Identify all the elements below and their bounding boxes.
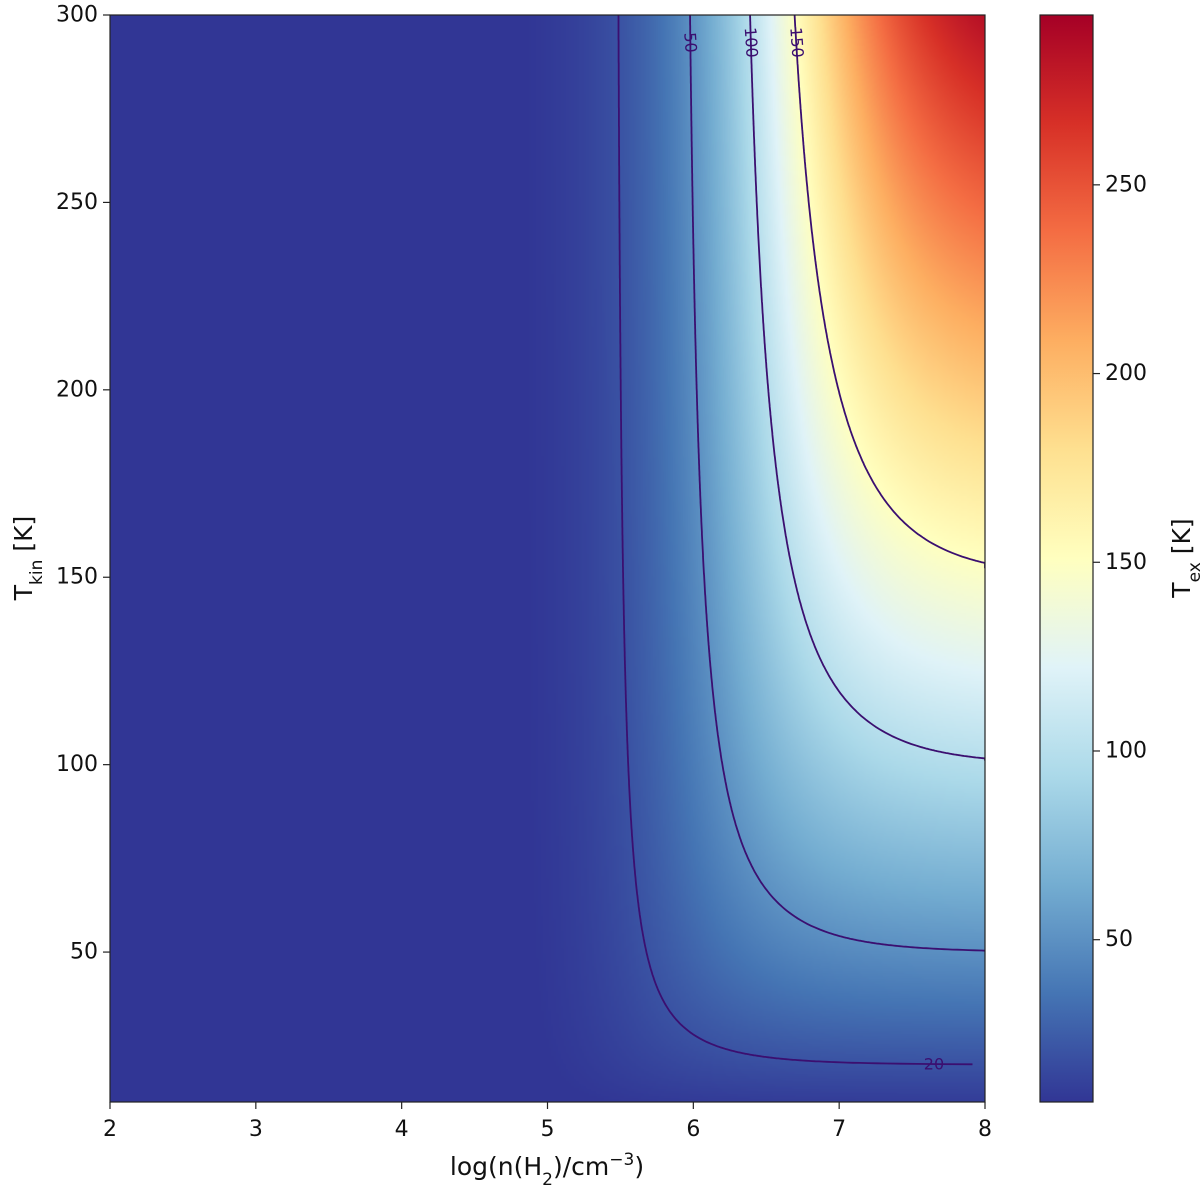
x-axis-label: log(n(H2)/cm−3)	[450, 1150, 644, 1189]
x-tick-label-3: 3	[249, 1117, 263, 1142]
colorbar-tick-label-50: 50	[1105, 927, 1133, 952]
colorbar-tick-label-200: 200	[1105, 361, 1147, 386]
colorbar	[1039, 14, 1094, 1103]
contour-line-100	[749, 15, 985, 761]
colorbar-ticks: 50 100 150 200 250	[1093, 172, 1147, 952]
y-tick-label-100: 100	[56, 752, 98, 777]
y-axis-label: Tkin [K]	[9, 516, 47, 601]
contour-line-20	[617, 15, 973, 1066]
colorbar-label: Tex [K]	[1167, 518, 1200, 598]
heatmap-image	[110, 15, 985, 1102]
colorbar-tick-label-100: 100	[1105, 738, 1147, 763]
contour-lines	[617, 15, 985, 1066]
x-tick-label-2: 2	[103, 1117, 117, 1142]
x-tick-label-8: 8	[978, 1117, 992, 1142]
contour-label-20: 20	[924, 1055, 944, 1074]
y-tick-label-200: 200	[56, 377, 98, 402]
colorbar-tick-label-150: 150	[1105, 550, 1147, 575]
contour-label-50: 50	[680, 32, 700, 54]
contour-line-50	[689, 15, 985, 952]
contour-labels: 20 50 100 150	[680, 27, 944, 1074]
x-tick-label-6: 6	[686, 1117, 700, 1142]
contour-label-150: 150	[786, 27, 807, 59]
colorbar-tick-label-250: 250	[1105, 172, 1147, 197]
contour-label-100: 100	[741, 27, 762, 59]
y-tick-label-250: 250	[56, 190, 98, 215]
x-tick-label-4: 4	[395, 1117, 409, 1142]
y-tick-label-300: 300	[56, 3, 98, 28]
x-axis-ticks: 2 3 4 5 6 7 8	[103, 1102, 992, 1142]
y-tick-label-50: 50	[70, 940, 98, 965]
y-axis-ticks: 50 100 150 200 250 300	[56, 3, 110, 965]
x-tick-label-5: 5	[541, 1117, 555, 1142]
x-tick-label-7: 7	[832, 1117, 846, 1142]
contour-line-150	[793, 15, 985, 569]
y-tick-label-150: 150	[56, 565, 98, 590]
